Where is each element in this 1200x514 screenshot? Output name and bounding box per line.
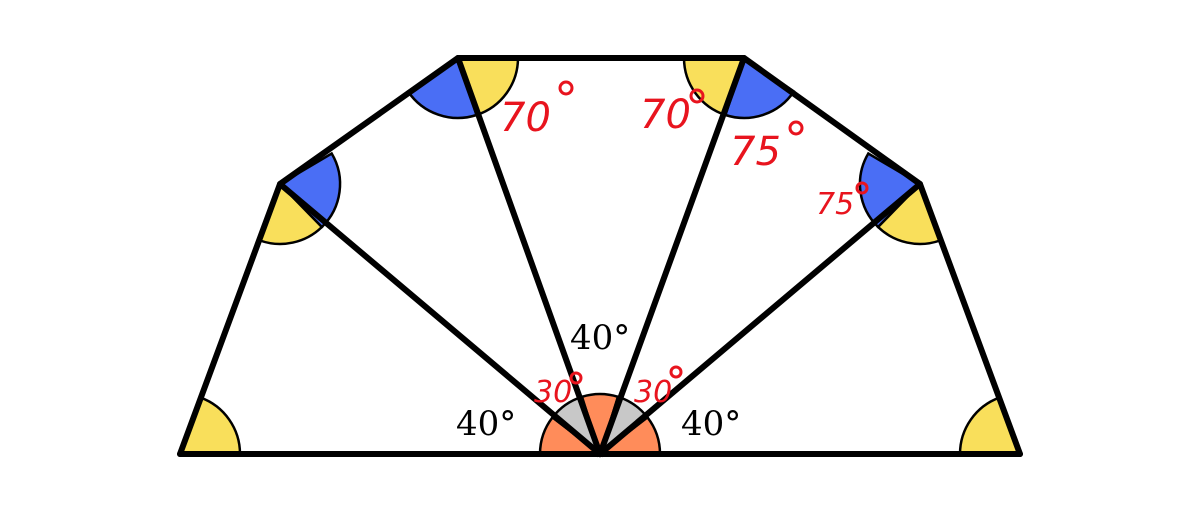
spoke-left xyxy=(277,181,603,457)
handwritten-right-side-angle: 75 xyxy=(816,187,854,222)
label-right-base-angle: 40° xyxy=(681,404,741,444)
angle-sector-top-right-blue xyxy=(723,56,796,120)
label-left-base-angle: 40° xyxy=(456,404,516,444)
degree-mark xyxy=(669,365,683,379)
degree-mark xyxy=(689,88,705,104)
degree-mark xyxy=(788,120,804,136)
degree-mark xyxy=(569,371,583,385)
spokes xyxy=(277,55,923,457)
handwritten-center-left-angle: 30 xyxy=(534,375,572,410)
handwritten-left-top-angle: 70 xyxy=(500,95,551,141)
angle-sector-top-left-blue xyxy=(406,56,479,120)
spoke-top-left xyxy=(455,55,603,457)
handwritten-center-right-angle: 30 xyxy=(634,375,672,410)
degree-mark xyxy=(855,181,869,195)
angle-sector-bottom-left xyxy=(178,395,242,456)
spoke-top-right xyxy=(597,55,747,457)
angle-sector-bottom-right xyxy=(958,395,1022,456)
angle-sectors xyxy=(178,56,1022,459)
handwritten-right-upper-angle: 75 xyxy=(730,129,781,175)
handwritten-right-top-angle: 70 xyxy=(640,92,691,138)
label-center-top-angle: 40° xyxy=(570,318,630,358)
degree-mark xyxy=(558,80,574,96)
spoke-right xyxy=(597,181,923,457)
